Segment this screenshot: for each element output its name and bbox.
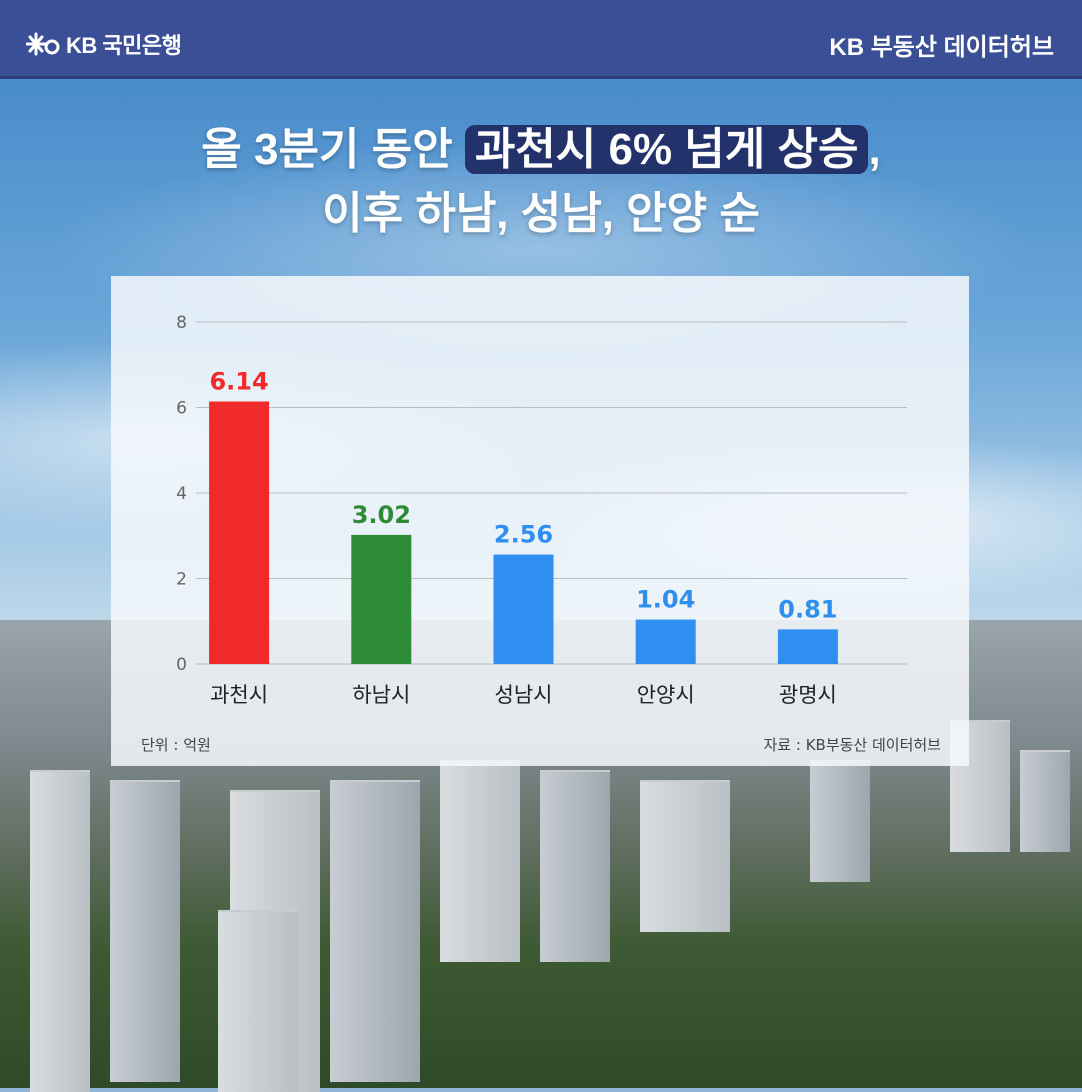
- title-highlight: 과천시 6% 넘게 상승: [464, 125, 869, 174]
- bar: [635, 619, 696, 664]
- bar: [777, 629, 838, 664]
- title-line-1: 올 3분기 동안 과천시 6% 넘게 상승,: [0, 118, 1082, 182]
- bar-value-label: 2.56: [494, 521, 553, 549]
- y-tick-label: 4: [176, 484, 187, 504]
- bar: [209, 401, 270, 664]
- x-tick-label: 안양시: [637, 683, 695, 707]
- bar-value-label: 6.14: [209, 368, 268, 396]
- brand-label[interactable]: KB 부동산 데이터허브: [829, 34, 1054, 61]
- bank-logo-text: KB 국민은행: [66, 33, 182, 58]
- y-tick-label: 2: [176, 570, 187, 590]
- bar: [493, 554, 554, 664]
- bank-logo[interactable]: KB 국민은행: [26, 28, 182, 60]
- bar-value-label: 0.81: [778, 595, 837, 623]
- y-tick-label: 6: [176, 399, 187, 419]
- y-tick-label: 8: [176, 313, 187, 333]
- chart-panel: 0 2 4 6 8 6.14 과천시 3.02 하남시 2.56 성남시 1.04 안양시 0.81 광명시…: [111, 276, 969, 766]
- y-tick-label: 0: [176, 655, 187, 675]
- x-tick-label: 성남시: [495, 683, 553, 707]
- x-tick-label: 하남시: [352, 683, 410, 707]
- title-prefix: 올 3분기 동안: [201, 125, 465, 174]
- x-tick-label: 광명시: [779, 683, 837, 707]
- title-line-2: 이후 하남, 성남, 안양 순: [322, 189, 760, 238]
- title-suffix: ,: [868, 125, 881, 174]
- bar-value-label: 1.04: [636, 586, 695, 614]
- header-bar: KB 국민은행 KB 부동산 데이터허브: [0, 0, 1082, 79]
- bar: [351, 534, 412, 664]
- unit-label: 단위 : 억원: [141, 736, 211, 754]
- kb-star-icon: [26, 32, 60, 56]
- bar-value-label: 3.02: [352, 501, 411, 529]
- page-title: 올 3분기 동안 과천시 6% 넘게 상승, 이후 하남, 성남, 안양 순: [0, 118, 1082, 246]
- source-label: 자료 : KB부동산 데이터허브: [763, 736, 942, 754]
- x-tick-label: 과천시: [210, 683, 268, 707]
- bar-chart: 0 2 4 6 8 6.14 과천시 3.02 하남시 2.56 성남시 1.04 안양시 0.81 광명시: [176, 313, 907, 707]
